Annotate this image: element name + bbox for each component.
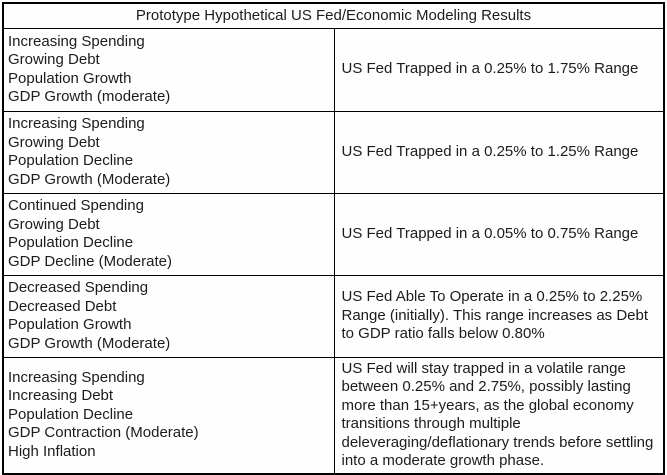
- result-cell: US Fed Trapped in a 0.25% to 1.75% Range: [333, 27, 665, 112]
- table-row: Increasing Spending Increasing Debt Popu…: [2, 356, 665, 474]
- result-cell: US Fed Trapped in a 0.25% to 1.25% Range: [333, 110, 665, 194]
- result-cell: US Fed Trapped in a 0.05% to 0.75% Range: [333, 192, 665, 276]
- table-row: Increasing Spending Growing Debt Populat…: [2, 27, 665, 112]
- scenario-cell: Increasing Spending Growing Debt Populat…: [2, 27, 335, 112]
- scenario-cell: Increasing Spending Increasing Debt Popu…: [2, 356, 335, 474]
- result-cell: US Fed Able To Operate in a 0.25% to 2.2…: [333, 274, 665, 358]
- scenario-cell: Increasing Spending Growing Debt Populat…: [2, 110, 335, 194]
- scenario-cell: Continued Spending Growing Debt Populati…: [2, 192, 335, 276]
- table-row: Increasing Spending Growing Debt Populat…: [2, 110, 665, 194]
- scenario-cell: Decreased Spending Decreased Debt Popula…: [2, 274, 335, 358]
- title-row: Prototype Hypothetical US Fed/Economic M…: [2, 2, 665, 29]
- table-row: Decreased Spending Decreased Debt Popula…: [2, 274, 665, 358]
- table-title: Prototype Hypothetical US Fed/Economic M…: [2, 2, 665, 29]
- result-cell: US Fed will stay trapped in a volatile r…: [333, 356, 665, 474]
- table-row: Continued Spending Growing Debt Populati…: [2, 192, 665, 276]
